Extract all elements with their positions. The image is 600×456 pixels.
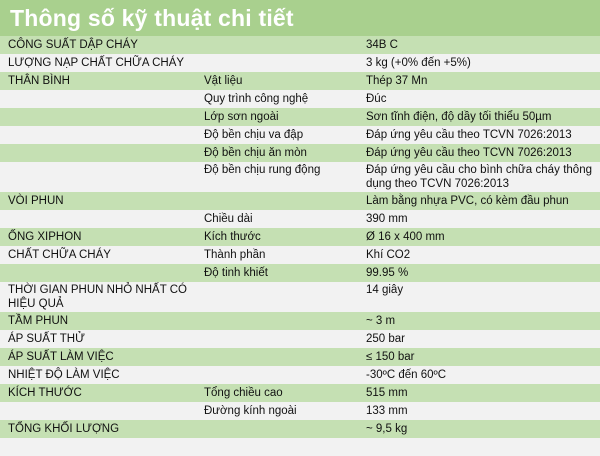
spec-value: ≤ 150 bar (366, 351, 415, 363)
spec-attribute: Độ tinh khiết (204, 267, 268, 279)
spec-attribute (202, 282, 358, 312)
spec-value: 390 mm (366, 213, 408, 225)
spec-value: 34B C (366, 39, 398, 51)
table-row: KÍCH THƯỚC Tổng chiều cao 515 mm (0, 384, 600, 402)
spec-value: 3 kg (+0% đến +5%) (366, 57, 471, 69)
spec-value: 14 giây (366, 284, 404, 296)
spec-attribute: Tổng chiều cao (204, 387, 283, 399)
table-row: Độ bền chịu rung động Đáp ứng yêu cầu cho… (0, 162, 600, 192)
spec-value: Ø 16 x 400 mm (366, 231, 445, 243)
spec-attribute: Độ bền chịu rung động (204, 164, 321, 176)
table-row: TỔNG KHỐI LƯỢNG ~ 9,5 kg (0, 420, 600, 438)
spec-attribute: Vật liệu (204, 75, 243, 87)
spec-attribute (202, 36, 358, 54)
spec-attribute (202, 312, 358, 330)
spec-table: CÔNG SUẤT DẬP CHÁY 34B C LƯỢNG NẠP CHẤT CH… (0, 36, 600, 438)
table-row: ÁP SUẤT THỬ 250 bar (0, 330, 600, 348)
spec-attribute (202, 192, 358, 210)
spec-attribute: Thành phần (204, 249, 266, 261)
page-title: Thông số kỹ thuật chi tiết (0, 0, 600, 36)
table-row: CHẤT CHỮA CHÁY Thành phần Khí CO2 (0, 246, 600, 264)
spec-attribute: Lớp sơn ngoài (204, 111, 279, 123)
spec-category (0, 162, 202, 192)
table-row: Chiều dài 390 mm (0, 210, 600, 228)
table-row: ÁP SUẤT LÀM VIỆC ≤ 150 bar (0, 348, 600, 366)
spec-value: Đáp ứng yêu cầu cho bình chữa cháy thông… (366, 164, 592, 190)
spec-category: THÂN BÌNH (8, 75, 70, 87)
table-row: Lớp sơn ngoài Sơn tĩnh điện, độ dầy tối t… (0, 108, 600, 126)
table-row: Độ tinh khiết 99.95 % (0, 264, 600, 282)
spec-attribute: Đường kính ngoài (204, 405, 297, 417)
table-row: NHIỆT ĐỘ LÀM VIỆC -30ºC đến 60ºC (0, 366, 600, 384)
spec-value: Đúc (366, 93, 387, 105)
spec-attribute: Quy trình công nghệ (204, 93, 309, 105)
spec-category: THỜI GIAN PHUN NHỎ NHẤT CÓ HIỆU QUẢ (8, 284, 187, 310)
spec-attribute (202, 330, 358, 348)
spec-value: 133 mm (366, 405, 408, 417)
spec-value: Đáp ứng yêu cầu theo TCVN 7026:2013 (366, 129, 572, 141)
spec-value: ~ 9,5 kg (366, 423, 408, 435)
table-row: THỜI GIAN PHUN NHỎ NHẤT CÓ HIỆU QUẢ 14 gi… (0, 282, 600, 312)
table-row: THÂN BÌNH Vật liệu Thép 37 Mn (0, 72, 600, 90)
table-row: TẦM PHUN ~ 3 m (0, 312, 600, 330)
table-row: Độ bền chịu ăn mòn Đáp ứng yêu cầu theo T… (0, 144, 600, 162)
spec-category (0, 264, 202, 282)
table-row: CÔNG SUẤT DẬP CHÁY 34B C (0, 36, 600, 54)
spec-value: Đáp ứng yêu cầu theo TCVN 7026:2013 (366, 147, 572, 159)
spec-category (0, 210, 202, 228)
table-row: Quy trình công nghệ Đúc (0, 90, 600, 108)
spec-value: -30ºC đến 60ºC (366, 369, 447, 381)
spec-category: VÒI PHUN (8, 195, 64, 207)
spec-attribute (202, 366, 358, 384)
spec-category (0, 90, 202, 108)
table-row: ỐNG XIPHON Kích thước Ø 16 x 400 mm (0, 228, 600, 246)
table-row: LƯỢNG NẠP CHẤT CHỮA CHÁY 3 kg (+0% đến +5… (0, 54, 600, 72)
spec-category: ỐNG XIPHON (8, 231, 82, 243)
spec-value: Làm bằng nhựa PVC, có kèm đầu phun (366, 195, 569, 207)
spec-attribute: Độ bền chịu ăn mòn (204, 147, 307, 159)
spec-category (0, 108, 202, 126)
spec-category: CÔNG SUẤT DẬP CHÁY (8, 39, 138, 51)
spec-value: Thép 37 Mn (366, 75, 428, 87)
spec-attribute: Kích thước (204, 231, 261, 243)
table-row: VÒI PHUN Làm bằng nhựa PVC, có kèm đầu ph… (0, 192, 600, 210)
spec-attribute (202, 420, 358, 438)
spec-value: ~ 3 m (366, 315, 396, 327)
spec-attribute: Chiều dài (204, 213, 253, 225)
spec-value: Sơn tĩnh điện, độ dầy tối thiểu 50µm (366, 111, 552, 123)
spec-attribute (202, 348, 358, 366)
spec-category: CHẤT CHỮA CHÁY (8, 249, 111, 261)
spec-value: 250 bar (366, 333, 406, 345)
spec-category (0, 144, 202, 162)
table-row: Độ bền chịu va đập Đáp ứng yêu cầu theo T… (0, 126, 600, 144)
spec-value: Khí CO2 (366, 249, 411, 261)
spec-attribute: Độ bền chịu va đập (204, 129, 304, 141)
table-row: Đường kính ngoài 133 mm (0, 402, 600, 420)
spec-value: 99.95 % (366, 267, 409, 279)
spec-category: ÁP SUẤT LÀM VIỆC (8, 351, 114, 363)
spec-category: LƯỢNG NẠP CHẤT CHỮA CHÁY (8, 57, 185, 69)
spec-category (0, 402, 202, 420)
spec-category: KÍCH THƯỚC (8, 387, 82, 399)
spec-category: NHIỆT ĐỘ LÀM VIỆC (8, 369, 120, 381)
spec-category: ÁP SUẤT THỬ (8, 333, 85, 345)
spec-category (0, 126, 202, 144)
spec-category: TẦM PHUN (8, 315, 69, 327)
spec-attribute (202, 54, 358, 72)
spec-category: TỔNG KHỐI LƯỢNG (8, 423, 120, 435)
spec-value: 515 mm (366, 387, 408, 399)
